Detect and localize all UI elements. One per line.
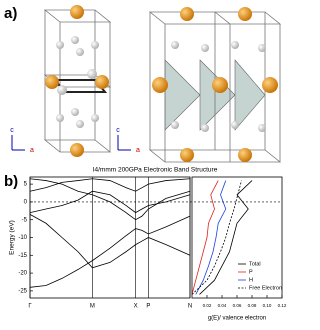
crystal-right	[148, 7, 282, 163]
x-tick-label: M	[90, 304, 95, 310]
x-tick-label: 0.06	[233, 303, 242, 308]
dos-line	[191, 180, 219, 295]
panel-label: b)	[4, 173, 18, 190]
legend-label: H	[249, 277, 253, 283]
y-tick-label: 5	[24, 182, 28, 188]
y-tick-label: -5	[22, 217, 28, 223]
x-tick-label: 0.02	[203, 303, 212, 308]
band	[29, 178, 191, 221]
y-axis-label: Energy (eV)	[9, 220, 16, 255]
panel-label: a)	[4, 5, 17, 22]
y-tick-label: -10	[18, 235, 27, 241]
legend-label: Free Electron	[249, 285, 282, 291]
x-tick-label: 0.10	[263, 303, 272, 308]
y-tick-label: -20	[18, 271, 27, 277]
x-tick-label: 0.08	[248, 303, 257, 308]
chart-title: I4/mmm 200GPa Electronic Band Structure	[93, 167, 218, 174]
band	[29, 215, 191, 288]
x-axis-label: g(E)/ valence electron	[208, 316, 266, 322]
legend-label: P	[249, 269, 253, 275]
axis-triad: c a c a	[10, 127, 140, 154]
figure: a) c a c a b) I4/mmm 200GPa Electronic B…	[4, 5, 287, 322]
axis-label: c	[116, 127, 120, 134]
dos-line	[199, 180, 253, 295]
dos-line	[195, 180, 227, 295]
x-tick-label: X	[134, 304, 138, 310]
x-tick-label: 0.12	[278, 303, 287, 308]
band	[29, 190, 191, 214]
axis-label: a	[30, 147, 34, 154]
y-tick-label: -15	[18, 253, 27, 259]
x-tick-label: Γ	[28, 304, 32, 310]
band	[29, 214, 191, 269]
axis-label: a	[136, 147, 140, 154]
x-tick-label: N	[188, 304, 192, 310]
band	[29, 178, 191, 192]
legend-label: Total	[249, 261, 261, 267]
dos-line	[191, 180, 242, 295]
y-tick-label: -25	[18, 288, 27, 294]
x-tick-label: 0.04	[218, 303, 227, 308]
crystal-left	[43, 5, 112, 157]
axis-label: c	[10, 127, 14, 134]
y-tick-label: 0	[24, 199, 28, 205]
x-tick-label: P	[146, 304, 150, 310]
